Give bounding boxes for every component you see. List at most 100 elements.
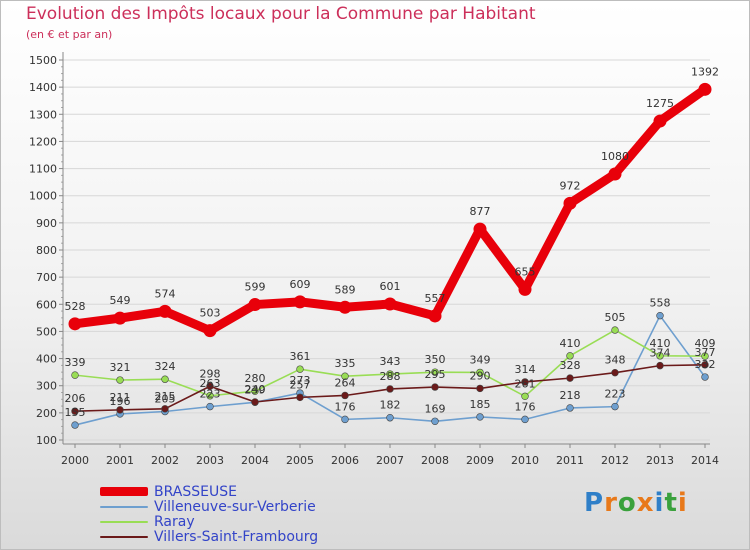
- data-point: [251, 387, 259, 395]
- data-label: 288: [380, 370, 401, 383]
- data-point: [206, 402, 214, 411]
- data-label: 240: [245, 383, 266, 396]
- data-point: [476, 413, 484, 421]
- data-point: [386, 414, 394, 422]
- x-tick-label: 2004: [241, 454, 269, 467]
- logo-letter: r: [604, 488, 618, 518]
- x-tick-label: 2014: [691, 454, 719, 467]
- data-label: 324: [155, 360, 176, 373]
- data-point: [296, 365, 304, 373]
- y-tick-label: 500: [36, 325, 57, 338]
- data-label: 374: [650, 347, 671, 360]
- data-point: [113, 311, 127, 325]
- data-label: 409: [695, 337, 716, 350]
- data-label: 350: [425, 353, 446, 366]
- data-label: 574: [155, 287, 176, 300]
- data-label: 1275: [646, 97, 674, 110]
- y-tick-label: 700: [36, 271, 57, 284]
- proxiti-logo: Proxiti: [584, 488, 688, 518]
- data-label: 295: [425, 368, 446, 381]
- chart-subtitle: (en € et par an): [26, 28, 113, 41]
- data-point: [71, 371, 79, 379]
- data-label: 176: [335, 400, 356, 413]
- data-point: [386, 385, 394, 393]
- logo-letter: i: [654, 488, 665, 518]
- legend-swatch: [100, 487, 148, 496]
- data-label: 185: [470, 398, 491, 411]
- data-label: 257: [290, 378, 311, 391]
- data-label: 655: [515, 265, 536, 278]
- data-label: 601: [380, 280, 401, 293]
- chart-legend: BRASSEUSE Villeneuve-sur-Verberie Raray Vil…: [100, 484, 318, 545]
- data-point: [566, 374, 574, 382]
- data-point: [656, 361, 664, 370]
- data-label: 335: [335, 357, 356, 370]
- data-point: [71, 407, 79, 415]
- data-label: 314: [515, 363, 536, 376]
- logo-letter: o: [617, 488, 637, 518]
- data-label: 505: [605, 311, 626, 324]
- data-point: [248, 298, 262, 312]
- data-point: [428, 309, 442, 323]
- data-point: [158, 304, 172, 318]
- data-point: [71, 421, 79, 429]
- data-label: 972: [560, 179, 581, 192]
- x-tick-label: 2007: [376, 454, 404, 467]
- data-label: 273: [290, 374, 311, 387]
- data-point: [611, 326, 619, 334]
- data-label: 558: [650, 297, 671, 310]
- data-point: [476, 368, 484, 377]
- data-point: [341, 391, 349, 400]
- data-label: 410: [650, 337, 671, 350]
- data-point: [521, 392, 529, 400]
- data-label: 503: [200, 307, 221, 320]
- data-label: 1080: [601, 150, 629, 163]
- data-label: 239: [245, 383, 266, 396]
- data-label: 218: [560, 389, 581, 402]
- y-tick-label: 400: [36, 353, 57, 366]
- data-label: 223: [605, 388, 626, 401]
- data-point: [386, 370, 394, 378]
- x-tick-label: 2009: [466, 454, 494, 467]
- data-point: [161, 405, 169, 413]
- x-tick-label: 2008: [421, 454, 449, 467]
- data-point: [518, 282, 532, 296]
- data-label: 549: [110, 294, 131, 307]
- data-point: [701, 352, 709, 360]
- data-point: [206, 392, 214, 400]
- data-point: [338, 300, 352, 314]
- y-tick-label: 300: [36, 380, 57, 393]
- data-label: 528: [65, 300, 86, 313]
- y-tick-label: 100: [36, 434, 57, 447]
- chart-title: Evolution des Impôts locaux pour la Comm…: [26, 4, 536, 24]
- data-label: 280: [245, 372, 266, 385]
- data-point: [161, 375, 169, 383]
- data-point: [476, 384, 484, 393]
- data-label: 263: [200, 377, 221, 390]
- x-tick-label: 2006: [331, 454, 359, 467]
- data-point: [611, 368, 619, 377]
- data-label: 557: [425, 292, 446, 305]
- data-label: 298: [200, 367, 221, 380]
- data-point: [701, 361, 709, 369]
- data-label: 223: [200, 388, 221, 401]
- data-label: 348: [605, 354, 626, 367]
- data-point: [431, 383, 439, 391]
- legend-label: Villeneuve-sur-Verberie: [154, 498, 316, 515]
- data-point: [563, 196, 577, 210]
- data-label: 377: [695, 346, 716, 359]
- data-point: [68, 317, 82, 331]
- x-tick-label: 2011: [556, 454, 584, 467]
- data-point: [701, 373, 709, 381]
- data-label: 196: [110, 395, 131, 408]
- data-point: [203, 324, 217, 338]
- x-tick-label: 2001: [106, 454, 134, 467]
- data-label: 328: [560, 359, 581, 372]
- x-tick-label: 2013: [646, 454, 674, 467]
- data-label: 332: [695, 358, 716, 371]
- y-tick-label: 1000: [29, 190, 57, 203]
- data-label: 169: [425, 402, 446, 415]
- legend-item: BRASSEUSE: [100, 484, 318, 500]
- x-tick-label: 2005: [286, 454, 314, 467]
